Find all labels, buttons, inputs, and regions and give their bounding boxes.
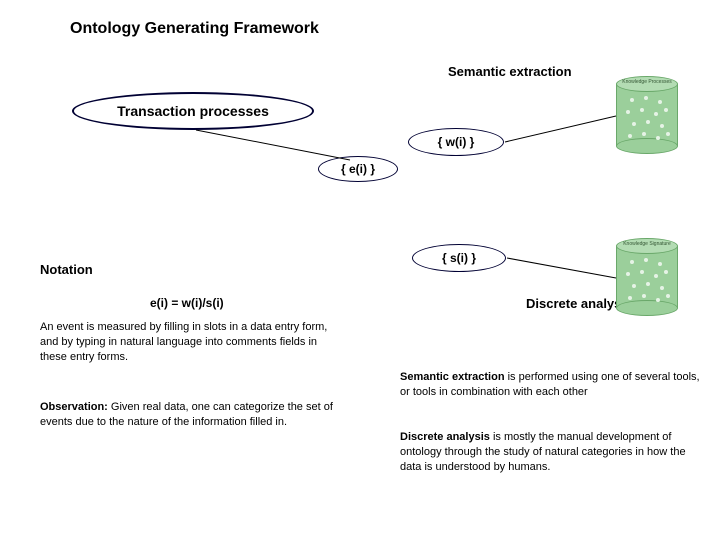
paragraph-semantic-extraction: Semantic extraction is performed using o… (400, 370, 700, 400)
cylinder-bottom-label: Knowledge Signature (616, 241, 678, 247)
transaction-label: Transaction processes (117, 103, 269, 119)
cylinder-dots (622, 256, 672, 306)
equation: e(i) = w(i)/s(i) (150, 296, 224, 310)
paragraph-discrete-analysis: Discrete analysis is mostly the manual d… (400, 430, 710, 475)
notation-label: Notation (40, 262, 93, 277)
e-ellipse: { e(i) } (318, 156, 398, 182)
transaction-ellipse: Transaction processes (72, 92, 314, 130)
discrete-bold: Discrete analysis (400, 431, 490, 443)
s-label: { s(i) } (442, 251, 476, 265)
semantic-bold: Semantic extraction (400, 371, 505, 383)
cylinder-knowledge-processes: Knowledge Processes (616, 76, 678, 154)
page-title: Ontology Generating Framework (70, 20, 319, 38)
w-label: { w(i) } (438, 135, 475, 149)
cylinder-top-label: Knowledge Processes (616, 79, 678, 85)
cylinder-dots (622, 94, 672, 144)
cylinder-knowledge-signature: Knowledge Signature (616, 238, 678, 316)
w-ellipse: { w(i) } (408, 128, 504, 156)
semantic-extraction-label: Semantic extraction (448, 64, 572, 79)
paragraph-observation: Observation: Given real data, one can ca… (40, 400, 340, 430)
paragraph-event-measured: An event is measured by filling in slots… (40, 320, 330, 365)
s-ellipse: { s(i) } (412, 244, 506, 272)
e-label: { e(i) } (341, 162, 375, 176)
observation-bold: Observation: (40, 401, 108, 413)
